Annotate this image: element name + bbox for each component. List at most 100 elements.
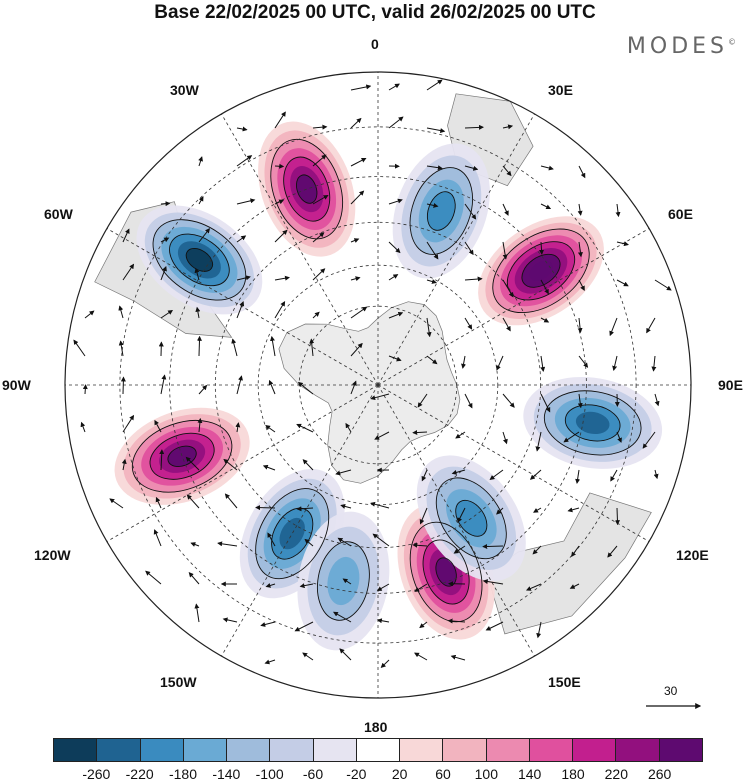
wind-vector (455, 431, 466, 439)
wind-vector (350, 238, 360, 243)
brand-logo: MODES© (627, 34, 736, 59)
wind-vector (426, 279, 437, 284)
wind-vector (577, 203, 583, 216)
colorbar-ticks: -260 -220 -180 -140 -100 -60 -20 20 60 100 140 180 2… (53, 766, 703, 783)
wind-vector (122, 263, 135, 281)
wind-vector (502, 431, 508, 445)
wind-vector (296, 423, 314, 433)
contour-low-2 (426, 191, 456, 231)
wind-vector (540, 279, 549, 295)
wind-vector (194, 603, 200, 623)
wind-vector (539, 241, 545, 255)
lon-label-90w: 90W (2, 377, 31, 393)
meridian-line (377, 113, 535, 386)
colorbar-tick-label: -100 (255, 766, 284, 782)
wind-vector (194, 267, 200, 281)
wind-vector (496, 507, 504, 515)
wind-vector (236, 275, 251, 281)
wind-vector (540, 317, 550, 323)
wind-vector (651, 355, 657, 372)
map-border (64, 71, 692, 699)
wind-vector (350, 342, 363, 357)
meridian-line (377, 384, 650, 542)
wind-vector (451, 469, 466, 475)
graticule (65, 72, 691, 698)
wind-vector (274, 301, 286, 319)
wind-vector (312, 311, 320, 319)
lon-label-90e: 90E (718, 377, 743, 393)
contour-high-4 (149, 432, 215, 480)
anomaly-low-1 (186, 248, 213, 272)
wind-vector (335, 469, 352, 476)
wind-vector (577, 317, 583, 334)
colorbar-tick-label: 180 (561, 766, 585, 782)
lon-label-30w: 30W (170, 82, 199, 98)
wind-vector (268, 379, 276, 395)
colorbar-segment (356, 739, 401, 761)
wind-vector (236, 300, 245, 319)
wind-vector (426, 127, 446, 134)
wind-vector (426, 165, 443, 171)
anomaly-low-5 (279, 517, 305, 550)
wind-vector (419, 621, 428, 629)
wind-vector (82, 384, 88, 395)
wind-vector (615, 203, 621, 218)
reference-vector-label: 30 (664, 684, 678, 698)
wind-vector (154, 419, 162, 433)
map-title: Base 22/02/2025 00 UTC, valid 26/02/2025… (154, 2, 596, 23)
wind-vector (426, 203, 439, 208)
wind-vector (642, 431, 656, 449)
wind-vector (160, 309, 174, 319)
colorbar-tick-label: 220 (604, 766, 629, 782)
wind-vector (196, 335, 202, 357)
lon-label-150e: 150E (548, 674, 581, 690)
wind-vector (370, 501, 390, 509)
wind-vector (502, 124, 514, 130)
wind-vector (297, 381, 314, 395)
wind-vector (569, 583, 580, 589)
lon-label-30e: 30E (548, 82, 573, 98)
wind-vector (190, 542, 200, 547)
wind-vector (388, 274, 399, 281)
wind-vector (502, 165, 512, 177)
wind-vector (84, 310, 95, 319)
wind-vector (340, 504, 352, 509)
wind-vector (502, 203, 509, 216)
lon-label-120e: 120E (676, 547, 709, 563)
wind-vector (274, 275, 290, 281)
wind-vector (496, 355, 504, 371)
brand-mark: © (728, 37, 736, 47)
wind-vector (186, 494, 200, 509)
wind-vector (122, 414, 135, 433)
wind-vector (120, 376, 126, 395)
meridian-line (106, 384, 379, 542)
colorbar-segment (140, 739, 184, 761)
wind-vector (198, 384, 208, 395)
wind-vector (350, 84, 372, 91)
reference-vector (646, 703, 702, 709)
wind-vector (450, 654, 466, 661)
wind-vector (122, 228, 130, 243)
wind-vector (453, 545, 466, 554)
wind-vector (198, 228, 211, 243)
wind-vector (350, 276, 361, 282)
wind-vector (653, 469, 659, 480)
wind-vector (198, 156, 203, 167)
wind-vector (73, 339, 86, 357)
colorbar-segment (313, 739, 357, 761)
wind-vector (489, 469, 504, 480)
wind-vector (235, 422, 241, 433)
wind-vector (464, 241, 474, 256)
wind-vector (464, 317, 473, 330)
colorbar-tick-label: 20 (391, 766, 408, 782)
lon-label-0: 0 (371, 36, 379, 52)
contour-high-1 (283, 156, 331, 222)
wind-vector (426, 355, 438, 365)
wind-vector (299, 583, 314, 589)
wind-vector (372, 533, 390, 547)
colorbar-segment (659, 739, 702, 761)
wind-vector (502, 241, 508, 260)
colorbar (53, 738, 703, 762)
wind-vector (529, 469, 542, 480)
wind-vector (185, 456, 200, 471)
